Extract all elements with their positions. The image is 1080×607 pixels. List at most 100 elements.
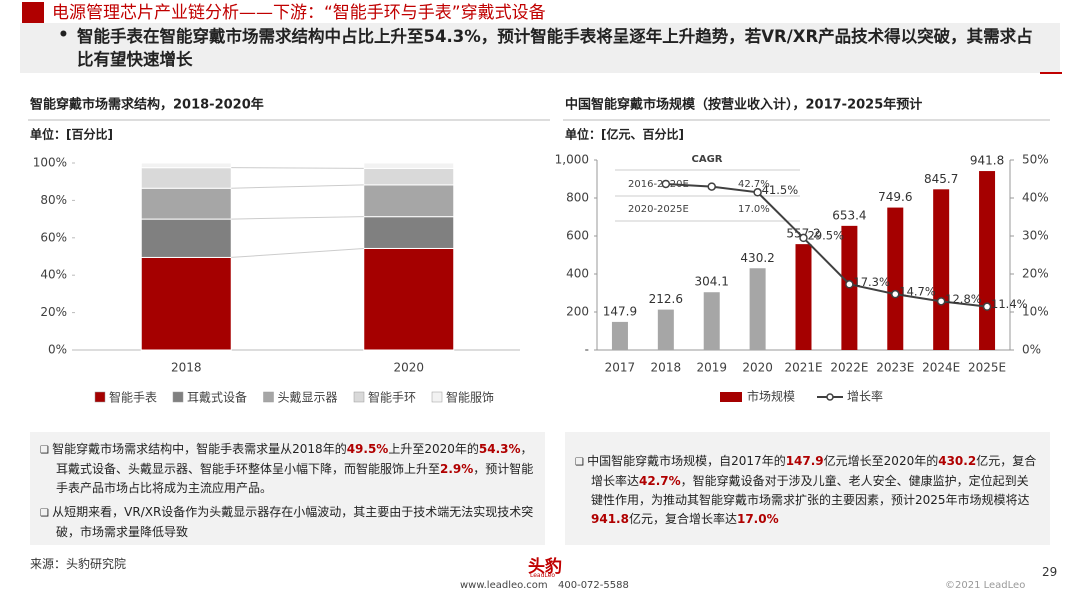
- growth-point: [982, 302, 992, 311]
- y2-tick-label: 30%: [1022, 229, 1049, 243]
- growth-point: [753, 188, 762, 197]
- note-paragraph: 从短期来看，VR/XR设备作为头戴显示器存在小幅波动，其主要由于技术端无法实现技…: [40, 503, 535, 542]
- note-paragraph: 中国智能穿戴市场规模，自2017年的147.9亿元增长至2020年的430.2亿…: [575, 452, 1040, 529]
- note-left: 智能穿戴市场需求结构中，智能手表需求量从2018年的49.5%上升至2020年的…: [30, 432, 545, 545]
- growth-label: 29.5%: [808, 228, 845, 242]
- y-tick-label: 0%: [48, 343, 67, 357]
- cagr-cell: 42.7%: [738, 179, 770, 190]
- x-tick-label: 2018: [651, 361, 682, 375]
- y-tick-label: 20%: [40, 305, 67, 319]
- bar-value-label: 212.6: [649, 292, 683, 306]
- legend-label: 智能手环: [368, 390, 416, 405]
- legend-label: 增长率: [847, 389, 883, 404]
- summary-text: 智能手表在智能穿戴市场需求结构中占比上升至54.3%，预计智能手表将呈逐年上升趋…: [77, 27, 1033, 69]
- growth-label: 12.8%: [945, 292, 982, 306]
- y-tick-label: -: [585, 343, 589, 357]
- bar-value-label: 941.8: [970, 154, 1004, 168]
- y-tick-label: 200: [566, 305, 589, 319]
- note-text: ，智能穿戴设备对于涉及儿童、老人安全、健康监护，定位起到关键性作用，为推动其智能…: [591, 474, 1030, 507]
- y-tick-label: 80%: [40, 193, 67, 207]
- bar-value-label: 845.7: [924, 172, 958, 186]
- bar: [611, 321, 628, 350]
- website: www.leadleo.com: [460, 580, 548, 591]
- note-text: 亿元，复合增长率达: [628, 512, 737, 526]
- connector: [231, 167, 364, 169]
- highlight-text: 49.5%: [346, 442, 389, 456]
- x-tick-label: 2018: [171, 361, 202, 375]
- legend-swatch: [172, 391, 184, 403]
- x-tick-label: 2019: [696, 361, 727, 375]
- legend-label: 智能服饰: [446, 390, 494, 405]
- slide-title: 电源管理芯片产业链分析——下游：“智能手环与手表”穿戴式设备: [52, 3, 546, 23]
- logo-sub: LeadLeo: [530, 572, 556, 579]
- legend-swatch: [353, 391, 365, 403]
- source: 来源：头豹研究院: [30, 557, 127, 571]
- y2-tick-label: 10%: [1022, 305, 1049, 319]
- page-number: 29: [1042, 565, 1058, 579]
- cagr-cell: 2016-2020E: [628, 179, 689, 190]
- bar-value-label: 147.9: [603, 304, 637, 318]
- bar-segment: [140, 162, 232, 169]
- highlight-text: 2.9%: [440, 462, 474, 476]
- bar-value-label: 653.4: [832, 208, 866, 222]
- legend-swatch: [94, 391, 106, 403]
- chart-title: 中国智能穿戴市场规模（按营业收入计），2017-2025年预计: [565, 97, 922, 113]
- x-tick-label: 2023E: [876, 361, 914, 375]
- x-tick-label: 2021E: [784, 361, 822, 375]
- bar-segment: [140, 167, 232, 189]
- bar-value-label: 430.2: [740, 251, 774, 265]
- legend-label: 智能手表: [109, 390, 157, 405]
- bar: [703, 292, 720, 350]
- y-tick-label: 1,000: [555, 153, 589, 167]
- growth-point: [936, 297, 946, 306]
- bar: [979, 171, 996, 350]
- y-tick-label: 40%: [40, 268, 67, 282]
- bar: [749, 268, 766, 350]
- legend-swatch: [431, 391, 443, 403]
- x-tick-label: 2020: [742, 361, 773, 375]
- bar-segment: [363, 216, 455, 249]
- highlight-text: 17.0%: [736, 512, 779, 526]
- x-tick-label: 2020: [393, 361, 424, 375]
- connector: [231, 247, 364, 258]
- growth-label: 11.4%: [991, 297, 1028, 311]
- y2-tick-label: 40%: [1022, 191, 1049, 205]
- bullet: •: [58, 25, 69, 45]
- note-text: 上升至2020年的: [388, 442, 479, 456]
- x-tick-label: 2024E: [922, 361, 960, 375]
- growth-point: [661, 179, 671, 189]
- bar-segment: [363, 184, 455, 218]
- bar-segment: [140, 187, 232, 220]
- note-text: 从短期来看，VR/XR设备作为头戴显示器存在小幅波动，其主要由于技术端无法实现技…: [52, 505, 534, 539]
- unit-label: 单位：[百分比]: [30, 127, 113, 142]
- bar-segment: [363, 247, 455, 351]
- bar-value-label: 304.1: [695, 275, 729, 289]
- bar-value-label: 749.6: [878, 190, 912, 204]
- title-marker: [22, 2, 44, 24]
- legend-swatch: [720, 392, 742, 402]
- chart-title: 智能穿戴市场需求结构，2018-2020年: [30, 97, 264, 113]
- growth-point: [707, 182, 716, 191]
- highlight-text: 430.2: [938, 454, 977, 468]
- legend-swatch: [263, 391, 274, 403]
- growth-label: 17.3%: [853, 275, 890, 289]
- y-tick-label: 100%: [33, 156, 67, 170]
- legend-label: 市场规模: [747, 389, 795, 404]
- highlight-text: 42.7%: [639, 474, 681, 488]
- bar: [933, 189, 950, 350]
- note-text: ，预计智能手表产品市场占比将成为主流应用产品。: [56, 462, 534, 495]
- growth-point: [845, 280, 854, 289]
- y-tick-label: 600: [566, 229, 589, 243]
- bar-segment: [363, 162, 455, 169]
- legend-label: 耳戴式设备: [187, 390, 247, 405]
- note-text: 智能穿戴市场需求结构中，智能手表需求量从2018年的: [52, 442, 347, 456]
- bar: [657, 309, 674, 350]
- cagr-cell: 2020-2025E: [628, 204, 689, 215]
- y2-tick-label: 50%: [1022, 153, 1049, 167]
- highlight-text: 54.3%: [478, 442, 521, 456]
- y2-tick-label: 0%: [1022, 343, 1041, 357]
- cagr-cell: 17.0%: [738, 204, 770, 215]
- note-right: 中国智能穿戴市场规模，自2017年的147.9亿元增长至2020年的430.2亿…: [565, 432, 1050, 545]
